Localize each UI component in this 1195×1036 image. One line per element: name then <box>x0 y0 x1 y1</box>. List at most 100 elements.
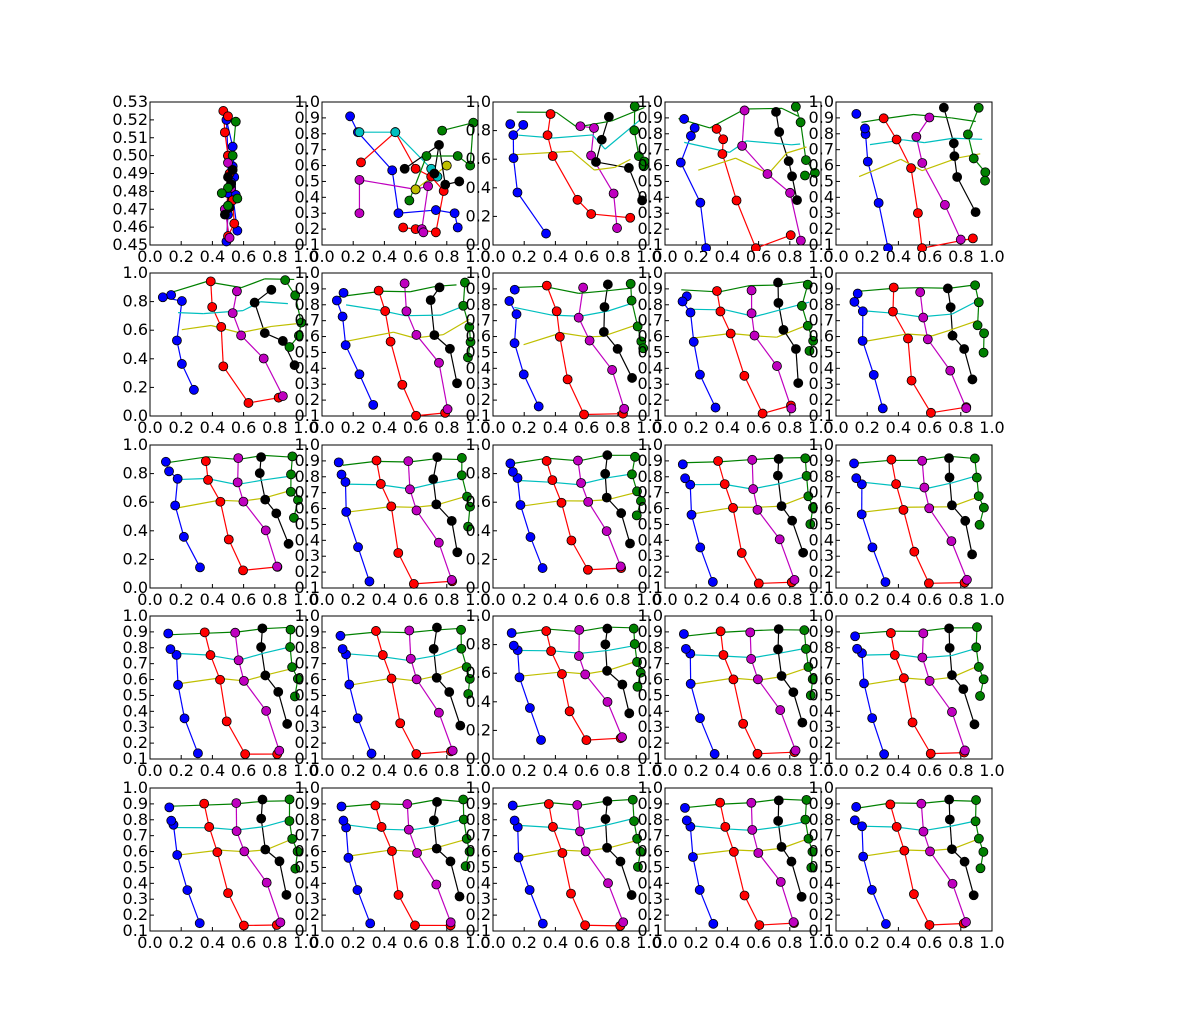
mesh-node-green <box>284 816 295 826</box>
y-tick-label: 0.2 <box>123 733 148 752</box>
mesh-node-magenta <box>418 227 429 238</box>
mesh-node-green <box>972 622 982 633</box>
mesh-edge-yellow <box>691 677 734 685</box>
y-tick-label: 0.4 <box>295 701 320 720</box>
x-tick-label: 0.8 <box>434 418 459 437</box>
mesh-edge-cyan <box>608 818 634 826</box>
y-tick-label: 0.6 <box>295 499 320 518</box>
mesh-edge-blue <box>177 684 186 719</box>
mesh-edge-black <box>949 819 953 850</box>
plot-area <box>675 101 820 251</box>
mesh-node-blue <box>508 640 519 651</box>
y-tick-label: 0.2 <box>123 905 148 924</box>
mesh-node-red <box>889 650 900 660</box>
mesh-node-blue <box>868 369 879 380</box>
mesh-node-blue <box>862 156 873 167</box>
mesh-node-black <box>791 344 801 354</box>
mesh-node-blue <box>858 851 869 862</box>
mesh-node-red <box>713 456 723 466</box>
mesh-node-black <box>227 165 238 175</box>
mesh-node-green <box>810 167 820 178</box>
y-tick-label: 0.3 <box>466 889 491 908</box>
mesh-node-black <box>256 642 266 652</box>
x-tick-label: 0.8 <box>948 761 973 780</box>
x-tick-label: 0.0 <box>309 247 334 266</box>
mesh-node-blue <box>333 457 344 468</box>
x-tick-label: 1.0 <box>808 933 833 952</box>
mesh-edge-green <box>167 804 206 807</box>
mesh-node-magenta <box>961 403 972 414</box>
x-tick-label: 0.8 <box>262 761 287 780</box>
mesh-edge-black <box>449 348 458 384</box>
x-tick-label: 0.2 <box>340 590 365 609</box>
mesh-node-black <box>773 644 783 655</box>
mesh-edge-green <box>800 122 807 161</box>
mesh-edge-blue <box>357 546 371 582</box>
mesh-edge-magenta <box>754 335 778 367</box>
y-tick-label: 0.8 <box>466 121 491 140</box>
y-tick-label: 0.53 <box>112 92 148 111</box>
x-tick-label: 0.6 <box>574 590 599 609</box>
mesh-edge-red <box>732 507 743 554</box>
mesh-node-red <box>564 706 575 717</box>
mesh-edge-yellow <box>176 499 220 509</box>
mesh-node-magenta <box>752 504 763 515</box>
mesh-node-blue <box>341 506 352 517</box>
mesh-node-red <box>885 628 896 638</box>
mesh-edge-yellow <box>690 332 731 339</box>
subplot-3: 0.0 0.2 0.4 0.6 0.8 1.00.00.20.40.60.81.0 <box>466 92 662 266</box>
mesh-node-magenta <box>945 365 956 376</box>
mesh-edge-magenta <box>240 335 265 359</box>
mesh-edge-red <box>913 551 930 584</box>
mesh-node-blue <box>710 402 721 413</box>
y-tick-label: 0.6 <box>295 156 320 175</box>
y-tick-label: 0.6 <box>123 492 148 511</box>
mesh-edge-blue <box>517 827 520 858</box>
y-tick-label: 1.0 <box>638 435 663 454</box>
mesh-node-red <box>410 163 421 174</box>
mesh-node-blue <box>537 918 548 929</box>
mesh-node-blue <box>336 801 347 812</box>
mesh-node-black <box>938 102 949 113</box>
mesh-node-green <box>468 117 479 128</box>
mesh-node-black <box>778 324 789 335</box>
mesh-edge-yellow <box>952 838 979 850</box>
mesh-node-green <box>795 117 806 128</box>
mesh-node-red <box>968 233 978 244</box>
mesh-node-blue <box>677 296 688 307</box>
mesh-node-red <box>551 306 562 317</box>
mesh-node-black <box>444 687 455 697</box>
mesh-edge-yellow <box>181 324 212 331</box>
y-tick-label: 0.48 <box>112 181 148 200</box>
mesh-node-blue <box>366 748 377 759</box>
mesh-edge-yellow <box>512 150 573 156</box>
y-tick-label: 0.6 <box>638 670 663 689</box>
y-tick-label: 0.2 <box>638 562 663 581</box>
x-tick-label: 1.0 <box>465 247 490 266</box>
mesh-edge-magenta <box>243 680 267 712</box>
mesh-node-black <box>959 344 970 354</box>
mesh-node-green <box>978 674 989 685</box>
y-tick-label: 0.9 <box>123 622 148 641</box>
mesh-node-red <box>752 748 763 759</box>
x-tick-label: 0.8 <box>262 933 287 952</box>
mesh-edge-blue <box>523 374 540 407</box>
y-tick-label: 0.5 <box>295 857 320 876</box>
mesh-node-red <box>547 151 558 161</box>
mesh-node-blue <box>680 802 690 813</box>
mesh-node-blue <box>164 466 174 477</box>
y-tick-label: 0.7 <box>809 826 834 845</box>
mesh-node-black <box>627 373 637 383</box>
mesh-node-black <box>431 499 442 510</box>
mesh-edge-blue <box>391 170 400 214</box>
mesh-node-black <box>256 452 266 463</box>
mesh-node-green <box>625 278 636 289</box>
y-tick-label: 0.6 <box>638 499 663 518</box>
mesh-node-blue <box>686 509 697 520</box>
x-tick-label: 0.6 <box>917 933 942 952</box>
mesh-edge-yellow <box>932 330 949 337</box>
mesh-node-green <box>973 491 984 502</box>
mesh-node-blue <box>879 749 890 760</box>
y-tick-label: 0.3 <box>809 889 834 908</box>
x-tick-label: 0.0 <box>309 933 334 952</box>
